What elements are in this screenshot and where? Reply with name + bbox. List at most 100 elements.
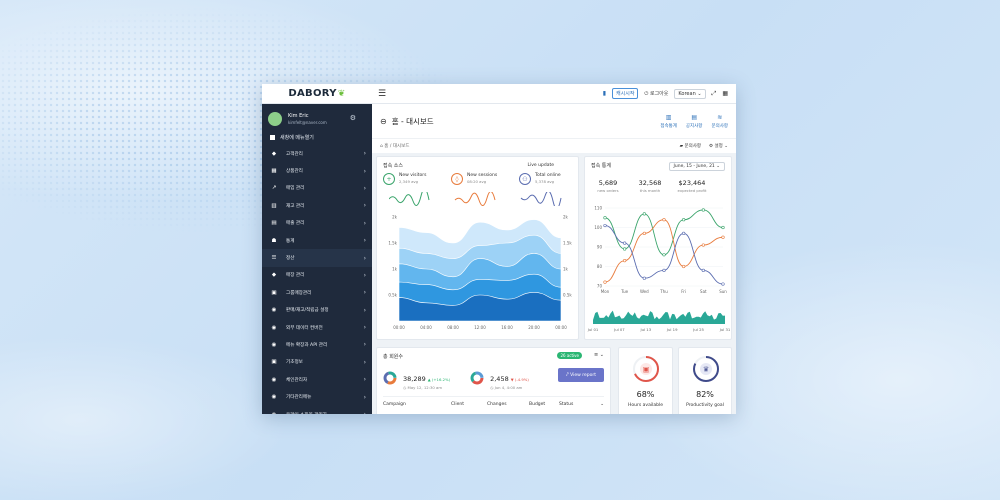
line-point[interactable] [603,216,607,220]
line-point[interactable] [603,280,607,284]
settings-dropdown[interactable]: ⚙ 설정 ⌄ [709,144,728,149]
line-point[interactable] [682,218,686,222]
action-inquiry-label: 문의사항 [711,124,728,129]
sidebar-item-label: 재고 관리 [286,203,305,209]
logout-button[interactable]: ⏻ 로그아웃 [644,90,668,97]
line-point[interactable] [642,276,646,280]
x-tick-label: Sun [719,289,727,294]
chevron-right-icon: › [363,358,366,366]
chart-icon: ▥ [271,202,277,209]
chevron-right-icon: › [363,341,366,349]
col-client[interactable]: Client [451,402,465,407]
members-menu-dropdown[interactable]: ≡ ⌄ [594,352,604,358]
line-point[interactable] [662,218,666,222]
action-inquiry-button[interactable]: ≋ 문의사항 [711,114,728,129]
sidebar-item[interactable]: ◉ 기타관리메뉴 › [262,388,372,405]
col-campaign[interactable]: Campaign [383,402,406,407]
sidebar-item[interactable]: ▥ 재고 관리 › [262,197,372,214]
gauge-hours-label: Hours available [628,403,663,408]
fullscreen-icon[interactable]: ⤢ [711,89,717,97]
avatar[interactable] [268,112,282,126]
x-tick-label: 04:00 [420,325,432,330]
line-point[interactable] [642,212,646,216]
sidebar-item[interactable]: ↗ 매입 관리 › [262,180,372,197]
sidebar-item[interactable]: ◉ 메뉴 확장과 API 관리 › [262,336,372,353]
sidebar-item-label: 매장 관리 [286,273,305,279]
col-budget[interactable]: Budget [529,402,546,407]
view-report-button[interactable]: ⤤ View report [558,368,604,382]
y-tick-label-right: 0.5k [563,293,572,298]
x-tick-label: 20:00 [528,325,540,330]
hamburger-icon[interactable]: ☰ [378,88,387,99]
eye-icon: ◉ [271,394,277,401]
sidebar-item[interactable]: ◉ 외부 데이터 컨버전 › [262,319,372,336]
live-update-label: Live update [527,163,554,168]
kpi-label: new orders [597,188,619,193]
donut-chart-2 [470,371,484,385]
line-point[interactable] [682,264,686,269]
gear-icon[interactable]: ⚙ [349,114,356,122]
sidebar-item-label: 외부 데이터 컨버전 [286,325,323,331]
sidebar-item[interactable]: ▦ 상품관리 › [262,162,372,179]
line-point[interactable] [642,231,646,235]
action-notice-button[interactable]: ▤ 공지사항 [686,114,703,129]
line-point[interactable] [603,223,607,228]
line-point[interactable] [682,231,686,235]
home-icon[interactable]: ⌂ [380,143,383,149]
eye-icon: ◉ [271,341,277,348]
sidebar-item-label: 고객관리 [286,151,303,157]
col-changes[interactable]: Changes [487,402,507,407]
leaf-icon: ❦ [337,88,346,99]
chevron-down-icon[interactable]: ⌄ [600,402,604,407]
tag-icon: ◆ [271,150,277,157]
power-icon: ⏻ [644,91,649,97]
date-range-picker[interactable]: June, 15 - June, 21 ⌄ [668,162,725,171]
x-tick-label: 16:00 [501,325,513,330]
line-point[interactable] [721,235,725,239]
line-point[interactable] [662,268,666,272]
line-point[interactable] [701,243,705,247]
people-icon: ⚇ [519,173,531,185]
x-tick-label: Jul 07 [613,327,625,332]
breadcrumb: ⌂ 홈 / 대시보드 ▰ 문의사항 ⚙ 설정 ⌄ [372,138,736,153]
line-point[interactable] [701,208,705,212]
breadcrumb-home[interactable]: 홈 [384,144,389,149]
sidebar-item[interactable]: ◉ 온라인 쇼핑몰 관리자› [262,406,372,414]
sidebar-item[interactable]: ◉ 판매/재고/적립금 설정 › [262,302,372,319]
sidebar-item[interactable]: ☗ 통계 › [262,232,372,249]
stat-label: New sessions [467,173,498,178]
y-tick-label: 70 [597,284,603,289]
language-select[interactable]: Korean ⌄ [674,88,706,99]
line-point[interactable] [623,247,627,251]
x-tick-label: Jul 25 [692,327,704,332]
cash-start-button[interactable]: 캐시시작 [612,88,639,99]
new-window-menu-label: 새창에 메뉴열기 [280,135,314,141]
stat-sub: 2,349 avg [399,179,419,184]
sidebar-item[interactable]: ☰ 정산 › [262,249,372,267]
new-window-menu-toggle[interactable]: 새창에 메뉴열기 [262,130,372,145]
apps-grid-icon[interactable]: ▦ [722,90,728,97]
col-status[interactable]: Status [559,402,574,407]
kpi-value: $23,464 [678,179,706,187]
back-arrow-icon[interactable]: ⊖ [380,116,387,126]
line-point[interactable] [721,225,725,230]
sidebar-item[interactable]: ◆ 고객관리 › [262,145,372,162]
kpi-label: expected profit [677,188,707,193]
line-point[interactable] [721,282,725,286]
line-point[interactable] [662,253,666,257]
kpi: 5,689 new orders [593,179,623,193]
sidebar-item[interactable]: ▣ 기초정보 › [262,354,372,371]
logo[interactable]: DABORY ❦ [262,84,372,104]
chevron-right-icon: › [363,150,366,158]
line-point[interactable] [623,241,627,245]
sidebar-item[interactable]: ◉ 체인관리자 › [262,371,372,388]
action-stats-button[interactable]: ▥ 접속통계 [660,114,677,129]
line-point[interactable] [623,259,627,263]
sidebar-item[interactable]: ◆ 매장 관리 › [262,267,372,284]
page-title: 홈 - 대시보드 [391,116,434,126]
bell-icon[interactable]: ▮ [602,90,607,97]
inquiry-link[interactable]: ▰ 문의사항 [680,143,701,149]
sidebar-item[interactable]: ▤ 매출 관리 › [262,215,372,232]
sidebar-item[interactable]: ▣ 그룹매장관리 › [262,284,372,301]
line-point[interactable] [701,268,705,272]
